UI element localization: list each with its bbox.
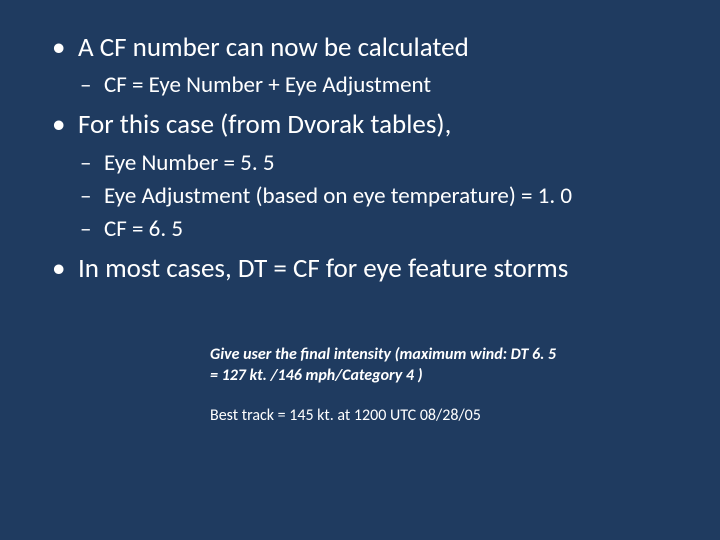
bullet-1-sub-1: CF = Eye Number + Eye Adjustment xyxy=(78,70,670,101)
bullet-2-sub-3: CF = 6. 5 xyxy=(78,214,670,245)
bullet-1-text: A CF number can now be calculated xyxy=(78,31,469,64)
footer-line-1: Give user the final intensity (maximum w… xyxy=(210,344,670,366)
bullet-1: A CF number can now be calculated CF = E… xyxy=(50,30,670,101)
footer-line-2: = 127 kt. /146 mph/Category 4 ) xyxy=(210,365,670,387)
bullet-3-text: In most cases, DT = CF for eye feature s… xyxy=(78,252,568,285)
bullet-2-sublist: Eye Number = 5. 5 Eye Adjustment (based … xyxy=(78,148,670,245)
bullet-2-text: For this case (from Dvorak tables), xyxy=(78,108,451,141)
bullet-3: In most cases, DT = CF for eye feature s… xyxy=(50,251,670,287)
main-bullet-list: A CF number can now be calculated CF = E… xyxy=(50,30,670,288)
bullet-2-sub-2: Eye Adjustment (based on eye temperature… xyxy=(78,181,670,212)
bullet-1-sublist: CF = Eye Number + Eye Adjustment xyxy=(78,70,670,101)
footer-gap xyxy=(210,387,670,405)
bullet-2-sub-1: Eye Number = 5. 5 xyxy=(78,148,670,179)
footer-block: Give user the final intensity (maximum w… xyxy=(210,344,670,427)
footer-line-3: Best track = 145 kt. at 1200 UTC 08/28/0… xyxy=(210,405,670,427)
bullet-2: For this case (from Dvorak tables), Eye … xyxy=(50,107,670,245)
